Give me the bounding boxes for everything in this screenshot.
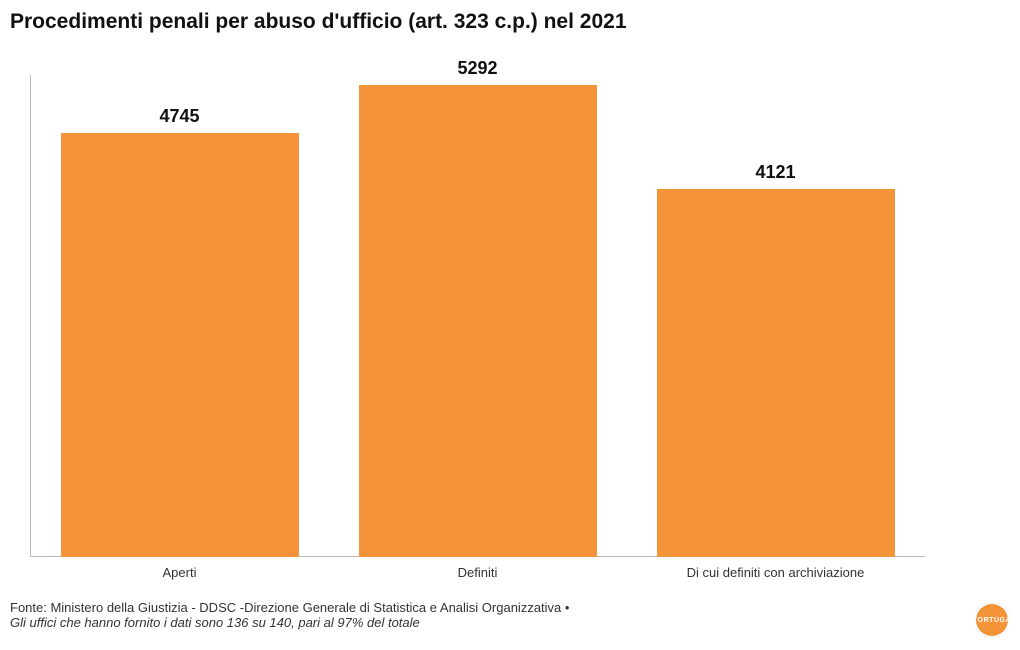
bar-value-label: 4121 [657,162,895,183]
bar [359,85,597,557]
category-label: Definiti [359,565,597,580]
y-axis-line [30,75,31,557]
category-label: Aperti [61,565,299,580]
footer-note: Gli uffici che hanno fornito i dati sono… [10,615,569,630]
footer-source: Fonte: Ministero della Giustizia - DDSC … [10,600,569,615]
bar-value-label: 5292 [359,58,597,79]
bar [657,189,895,557]
category-label: Di cui definiti con archiviazione [657,565,895,580]
tortuga-logo: TORTUGA [974,602,1010,638]
chart-title: Procedimenti penali per abuso d'ufficio … [10,10,1010,34]
chart-footer: Fonte: Ministero della Giustizia - DDSC … [10,600,569,630]
plot-area: 474552924121 [30,75,925,557]
logo-text: TORTUGA [973,617,1011,624]
bar-value-label: 4745 [61,106,299,127]
chart-container: Procedimenti penali per abuso d'ufficio … [0,0,1020,650]
bar [61,133,299,557]
